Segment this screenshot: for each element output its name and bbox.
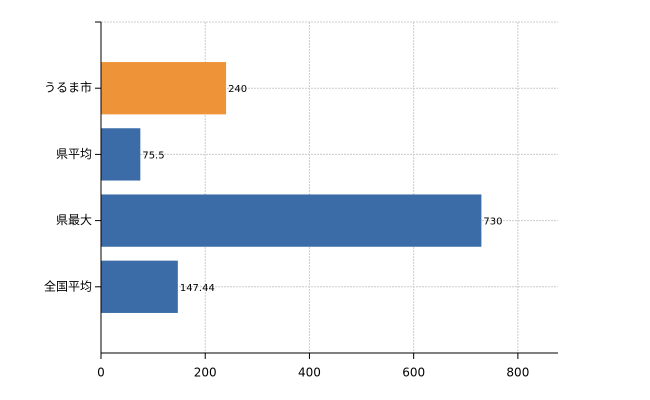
- value-label: 75.5: [142, 150, 164, 161]
- value-label: 147.44: [180, 283, 215, 294]
- x-tick-label: 200: [194, 366, 217, 380]
- y-tick-label: 県平均: [56, 147, 92, 161]
- x-tick-label: 800: [506, 366, 529, 380]
- x-tick-label: 0: [97, 366, 105, 380]
- value-label: 240: [228, 84, 247, 95]
- x-tick-label: 600: [402, 366, 425, 380]
- y-tick-label: うるま市: [44, 80, 92, 95]
- bar: [101, 194, 482, 247]
- bar: [101, 260, 178, 313]
- y-tick-label: 県最大: [56, 213, 92, 227]
- x-tick-label: 400: [298, 366, 321, 380]
- value-label: 730: [483, 217, 502, 228]
- bar: [101, 62, 227, 115]
- bar: [101, 128, 141, 181]
- y-tick-label: 全国平均: [44, 278, 92, 293]
